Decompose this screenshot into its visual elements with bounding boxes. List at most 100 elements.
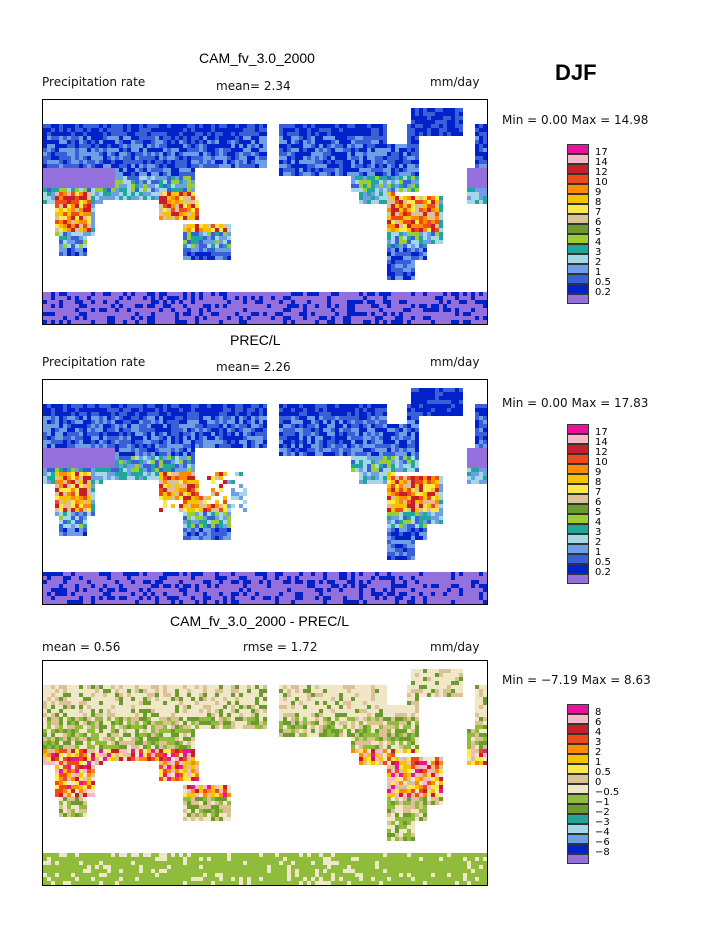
map-grid-cell [367,412,371,416]
map-grid-cell [147,164,151,168]
map-grid-cell [371,452,375,456]
map-grid-cell [91,132,95,136]
map-grid-cell [411,176,415,180]
map-grid-cell [315,432,319,436]
map-grid-cell [111,184,115,188]
map-grid-cell [307,164,311,168]
map-grid-cell [295,432,299,436]
map-grid-cell [323,408,327,412]
map-grid-cell [367,428,371,432]
map-grid-cell [191,160,195,164]
map-grid-cell [347,408,351,412]
map-grid-cell [59,300,63,304]
map-grid-cell [59,132,63,136]
map-grid-cell [435,388,439,392]
map-grid-cell [227,432,231,436]
map-grid-cell [191,412,195,416]
map-grid-cell [287,128,291,132]
map-grid-cell [67,180,71,184]
map-grid-cell [75,144,79,148]
map-grid-cell [207,132,211,136]
map-grid-cell [407,212,411,216]
map-grid-cell [47,124,51,128]
map-grid-cell [91,508,95,512]
map-grid-cell [391,256,395,260]
map-grid-cell [335,308,339,312]
map-grid-cell [419,320,423,324]
map-grid-cell [283,132,287,136]
map-grid-cell [231,164,235,168]
map-grid-cell [47,188,51,192]
map-grid-cell [51,436,55,440]
map-grid-cell [431,480,435,484]
map-grid-cell [219,432,223,436]
map-grid-cell [51,448,55,452]
map-grid-cell [47,444,51,448]
map-grid-cell [155,172,159,176]
map-grid-cell [59,216,63,220]
map-grid-cell [327,296,331,300]
map-grid-cell [407,176,411,180]
map-grid-cell [407,140,411,144]
map-grid-cell [363,304,367,308]
map-grid-cell [43,476,47,480]
map-grid-cell [143,144,147,148]
map-grid-cell [367,200,371,204]
map-grid-cell [247,316,251,320]
map-grid-cell [59,404,63,408]
map-grid-cell [431,408,435,412]
map-grid-cell [403,196,407,200]
map-grid-cell [479,480,483,484]
map-grid-cell [187,476,191,480]
map-grid-cell [395,252,399,256]
map-grid-cell [347,160,351,164]
map-grid-cell [267,292,271,296]
map-grid-cell [115,472,119,476]
map-grid-cell [75,460,79,464]
map-grid-cell [483,152,487,156]
map-grid-cell [327,136,331,140]
map-grid-cell [279,452,283,456]
map-grid-cell [59,496,63,500]
map-grid-cell [207,296,211,300]
map-grid-cell [183,148,187,152]
map-grid-cell [191,148,195,152]
map-grid-cell [199,428,203,432]
map-grid-cell [435,228,439,232]
map-grid-cell [59,168,63,172]
map-grid-cell [55,408,59,412]
map-grid-cell [319,428,323,432]
map-grid-cell [383,464,387,468]
map-grid-cell [379,196,383,200]
map-grid-cell [415,496,419,500]
map-grid-cell [259,148,263,152]
map-grid-cell [307,160,311,164]
map-grid-cell [83,136,87,140]
map-grid-cell [103,128,107,132]
map-grid-cell [419,476,423,480]
map-grid-cell [207,128,211,132]
map-grid-cell [475,128,479,132]
map-grid-cell [171,304,175,308]
map-grid-cell [187,128,191,132]
map-grid-cell [259,316,263,320]
map-grid-cell [287,164,291,168]
map-grid-cell [111,452,115,456]
map-grid-cell [207,248,211,252]
map-grid-cell [227,124,231,128]
map-grid-cell [167,412,171,416]
map-grid-cell [187,440,191,444]
map-grid-cell [95,300,99,304]
map-grid-cell [271,296,275,300]
map-grid-cell [163,192,167,196]
map-grid-cell [195,208,199,212]
map-grid-cell [151,164,155,168]
map-grid-cell [99,480,103,484]
map-grid-cell [351,304,355,308]
map-grid-cell [407,316,411,320]
map-grid-cell [211,412,215,416]
map-grid-cell [127,136,131,140]
map-grid-cell [475,320,479,324]
map-grid-cell [315,412,319,416]
map-grid-cell [131,136,135,140]
